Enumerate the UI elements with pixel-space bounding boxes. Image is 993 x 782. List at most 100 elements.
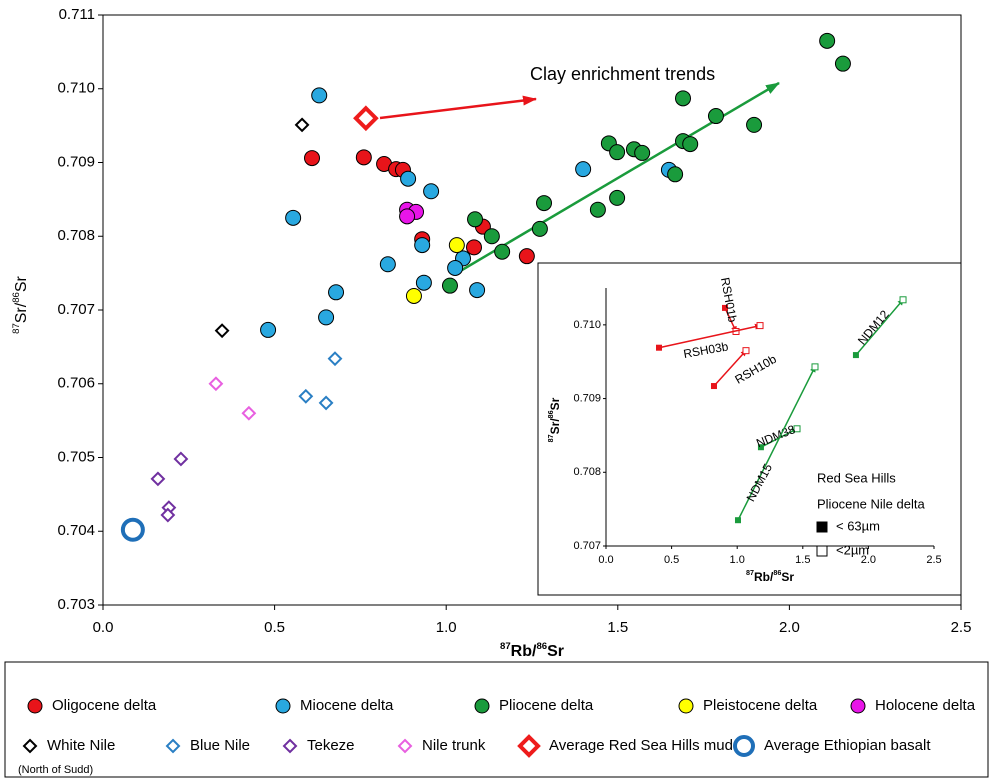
axis-label-part: 86 xyxy=(546,410,555,418)
legend-label: Oligocene delta xyxy=(52,697,157,714)
y-tick-label: 0.708 xyxy=(573,466,601,478)
x-tick-label: 1.5 xyxy=(607,619,628,636)
axis-label-part: 87 xyxy=(746,568,754,577)
point xyxy=(575,161,592,178)
legend-label: Red Sea Hills xyxy=(817,470,896,485)
legend-label: Average Ethiopian basalt xyxy=(764,737,931,754)
point xyxy=(328,284,345,301)
point xyxy=(734,517,741,524)
point xyxy=(353,105,379,132)
point xyxy=(746,116,763,133)
axis-label-part: Sr xyxy=(781,570,794,584)
y-tick-label: 0.711 xyxy=(59,6,95,23)
legend-marker xyxy=(678,698,694,714)
point xyxy=(819,32,836,49)
legend-label: Holocene delta xyxy=(875,697,976,714)
arrow xyxy=(379,95,537,120)
point xyxy=(423,183,440,200)
x-tick-label: 1.0 xyxy=(436,619,457,636)
point xyxy=(518,248,535,265)
point xyxy=(241,405,257,421)
legend-note: (North of Sudd) xyxy=(18,764,93,776)
point xyxy=(675,90,692,107)
point xyxy=(536,195,553,212)
point xyxy=(467,211,484,228)
legend-marker xyxy=(816,545,828,557)
point xyxy=(494,243,511,260)
annotation: Clay enrichment trends xyxy=(530,64,715,84)
x-tick-label: 0.0 xyxy=(93,619,114,636)
point xyxy=(707,108,724,125)
connector xyxy=(713,349,747,387)
point xyxy=(414,237,431,254)
legend-label: Pliocene delta xyxy=(499,697,594,714)
point xyxy=(379,256,396,273)
legend-label: Average Red Sea Hills mud xyxy=(549,737,733,754)
point xyxy=(400,170,417,187)
x-tick-label: 1.0 xyxy=(730,554,745,566)
legend-label: Nile trunk xyxy=(422,737,486,754)
point xyxy=(834,55,851,72)
point xyxy=(682,136,699,153)
point xyxy=(298,388,314,404)
point xyxy=(399,208,416,225)
connector xyxy=(855,299,904,356)
point xyxy=(656,344,663,351)
point xyxy=(811,363,819,371)
legend-label: White Nile xyxy=(47,737,115,754)
legend-label: Pleistocene delta xyxy=(703,697,818,714)
point xyxy=(120,517,145,542)
legend-marker xyxy=(27,698,43,714)
point xyxy=(441,277,458,294)
legend-frame xyxy=(4,661,989,778)
arrow xyxy=(461,81,780,272)
connector xyxy=(724,307,737,333)
axis-label-part: 87 xyxy=(500,641,511,652)
y-tick-label: 0.708 xyxy=(57,227,95,244)
y-tick-label: 0.707 xyxy=(57,301,95,318)
connector xyxy=(658,323,762,349)
point xyxy=(483,228,500,245)
point xyxy=(609,189,626,206)
point xyxy=(260,321,277,338)
axis-label-part: 86 xyxy=(11,292,22,303)
point xyxy=(634,144,651,161)
x-tick-label: 0.0 xyxy=(598,554,613,566)
inset-frame xyxy=(537,262,962,596)
axis-label-part: 87 xyxy=(546,434,555,442)
x-tick-label: 2.5 xyxy=(951,619,972,636)
axis-label-part: Sr xyxy=(13,275,30,292)
point xyxy=(294,117,310,133)
legend-marker xyxy=(733,735,755,757)
point xyxy=(160,507,176,523)
legend-marker xyxy=(474,698,490,714)
point xyxy=(150,471,166,487)
y-tick-label: 0.706 xyxy=(57,375,95,392)
point xyxy=(757,444,764,451)
point xyxy=(710,383,717,390)
legend-label: < 63µm xyxy=(836,518,880,533)
point xyxy=(465,239,482,256)
point xyxy=(208,376,224,392)
legend-marker xyxy=(517,734,541,758)
legend-marker xyxy=(850,698,866,714)
point xyxy=(173,451,189,467)
legend-marker xyxy=(397,738,413,754)
legend-marker xyxy=(22,738,38,754)
axis-label-part: Rb/ xyxy=(754,570,774,584)
legend-marker xyxy=(165,738,181,754)
axis-label: 87Rb/86Sr xyxy=(746,568,794,584)
y-tick-label: 0.703 xyxy=(57,596,95,613)
y-tick-label: 0.704 xyxy=(57,522,95,539)
y-tick-label: 0.709 xyxy=(57,153,95,170)
axis-label-part: Sr/ xyxy=(13,302,30,323)
y-tick-label: 0.709 xyxy=(573,392,601,404)
point xyxy=(756,322,764,330)
connector xyxy=(737,365,816,521)
point xyxy=(447,259,464,276)
y-tick-label: 0.710 xyxy=(573,319,601,331)
point xyxy=(318,395,334,411)
point xyxy=(318,309,335,326)
point xyxy=(899,296,907,304)
legend-marker xyxy=(275,698,291,714)
